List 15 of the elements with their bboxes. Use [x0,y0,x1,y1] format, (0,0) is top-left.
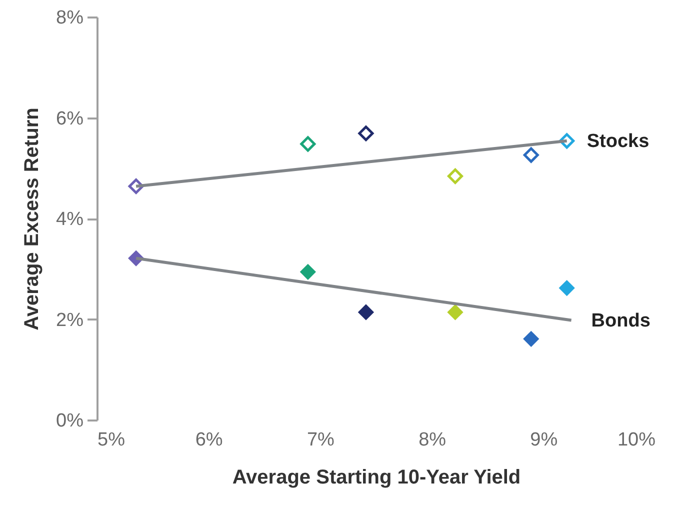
y-tick-label: 8% [56,8,84,28]
x-tick-label: 7% [306,430,335,450]
x-tick-label: 10% [617,430,656,450]
y-tick-label: 4% [56,209,84,230]
series-label: Stocks [586,130,650,152]
x-axis-title: Average Starting 10-Year Yield [232,466,521,488]
y-axis-title: Average Excess Return [21,108,44,330]
x-tick-label: 8% [418,430,446,450]
series-label: Bonds [591,310,650,332]
y-tick-label: 0% [56,410,84,432]
y-tick-label: 6% [56,108,84,130]
x-tick-label: 5% [98,430,126,450]
x-tick-label: 9% [530,430,558,450]
x-tick-label: 6% [195,430,223,450]
y-tick-label: 2% [56,310,84,331]
